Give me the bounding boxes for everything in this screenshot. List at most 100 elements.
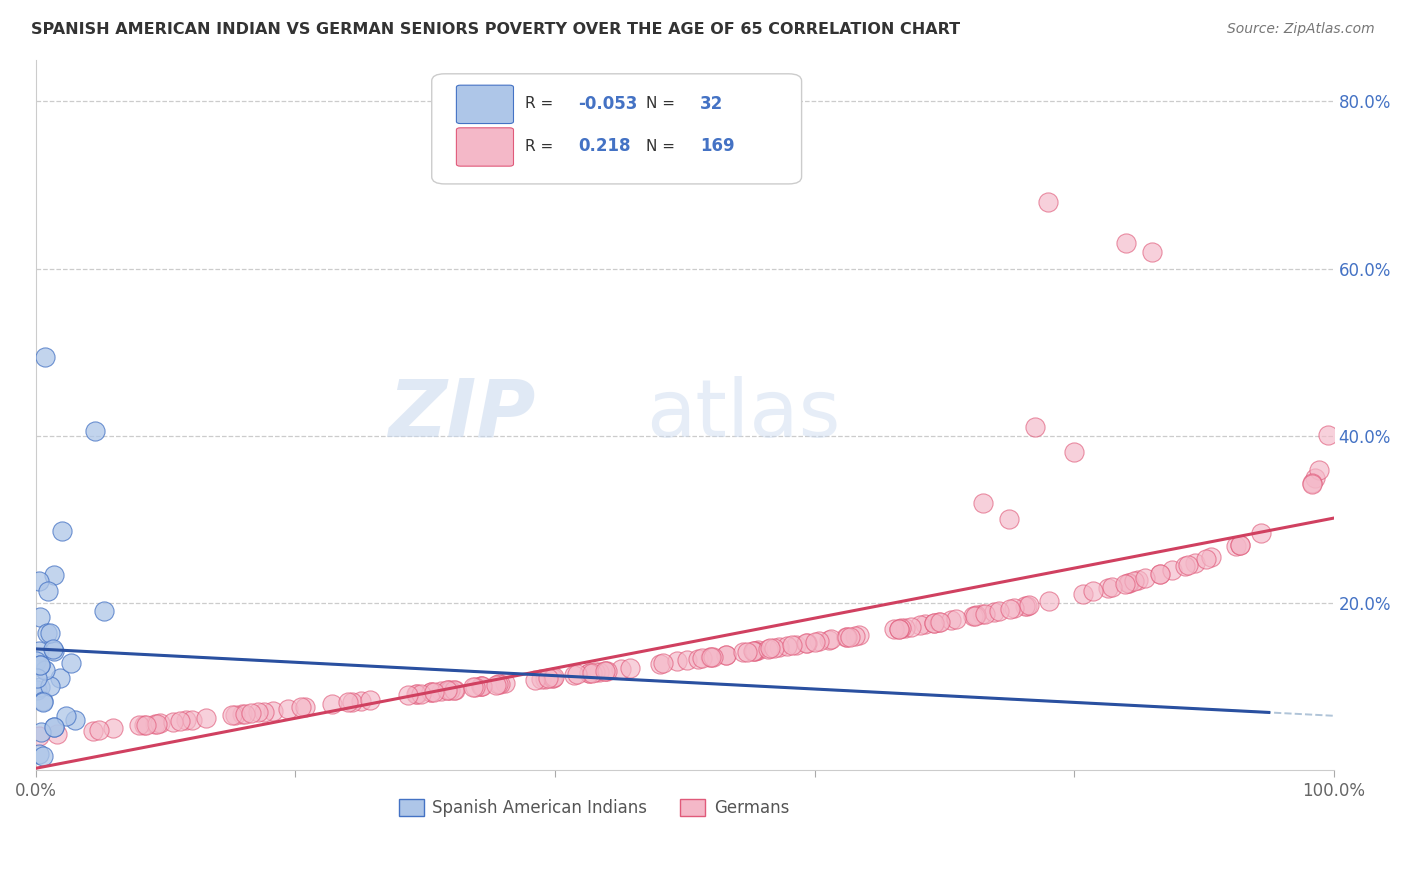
Point [651,657,673,671]
Point [34,663,56,677]
Point [1140,244,1163,259]
Point [744,643,766,657]
Point [1115,236,1137,251]
Point [1229,538,1251,552]
Point [565,667,588,681]
Point [688,651,710,665]
Point [87,723,110,737]
Point [55,708,77,723]
Point [486,677,509,691]
Point [973,607,995,621]
Point [530,672,553,686]
Point [702,649,724,664]
Point [103,721,125,735]
Legend: Spanish American Indians, Germans: Spanish American Indians, Germans [391,791,797,826]
Point [422,685,444,699]
Point [221,708,243,723]
Point [945,612,967,626]
Point [436,683,458,698]
Point [578,665,600,680]
Point [970,607,993,622]
Point [844,629,866,643]
Point [1133,571,1156,585]
Point [928,615,950,629]
Point [350,693,373,707]
Point [747,643,769,657]
Point [1308,463,1330,477]
Point [742,644,765,658]
Point [419,685,441,699]
Point [181,713,204,727]
Point [1149,567,1171,582]
Point [30,724,52,739]
Point [543,670,565,684]
Point [1116,575,1139,590]
Text: -0.053: -0.053 [578,95,638,112]
Point [49,671,72,685]
Text: atlas: atlas [647,376,841,454]
Text: N =: N = [645,96,679,112]
Point [231,707,253,722]
Point [31,695,53,709]
Point [44,720,66,734]
Point [533,672,555,686]
Point [463,681,485,695]
Point [464,680,486,694]
Point [396,688,419,702]
Point [820,632,842,647]
Text: 169: 169 [700,137,735,155]
Point [768,640,790,655]
Point [169,714,191,728]
Point [83,424,105,438]
Point [42,641,65,656]
Point [759,641,782,656]
Point [1225,539,1247,553]
FancyBboxPatch shape [432,74,801,184]
Point [848,628,870,642]
Point [28,644,51,658]
Point [28,729,51,743]
Point [1184,556,1206,570]
Point [1083,584,1105,599]
Text: R =: R = [526,139,558,153]
Point [28,574,51,589]
Point [887,622,910,636]
Point [277,702,299,716]
Point [1316,427,1339,442]
Point [28,657,51,672]
Point [883,623,905,637]
Point [648,657,671,671]
Point [900,620,922,634]
Point [735,645,758,659]
Point [1018,599,1040,613]
Point [804,635,827,649]
Point [420,685,443,699]
Point [890,621,912,635]
Point [578,665,600,680]
Point [596,664,619,678]
Point [430,684,453,698]
Point [34,350,56,364]
Point [1195,551,1218,566]
Point [537,671,560,685]
Point [290,700,312,714]
Point [1002,601,1025,615]
Point [1229,538,1251,552]
Text: SPANISH AMERICAN INDIAN VS GERMAN SENIORS POVERTY OVER THE AGE OF 65 CORRELATION: SPANISH AMERICAN INDIAN VS GERMAN SENIOR… [31,22,960,37]
Point [609,662,631,676]
Point [1123,574,1146,589]
Point [45,727,67,741]
Point [443,682,465,697]
Point [838,630,860,644]
Point [246,706,269,720]
Point [1118,575,1140,590]
Point [1063,445,1085,459]
Point [128,718,150,732]
Text: Source: ZipAtlas.com: Source: ZipAtlas.com [1227,22,1375,37]
Point [262,704,284,718]
Point [562,668,585,682]
Point [294,700,316,714]
Point [488,677,510,691]
Text: 0.218: 0.218 [578,137,631,155]
Point [972,495,994,509]
